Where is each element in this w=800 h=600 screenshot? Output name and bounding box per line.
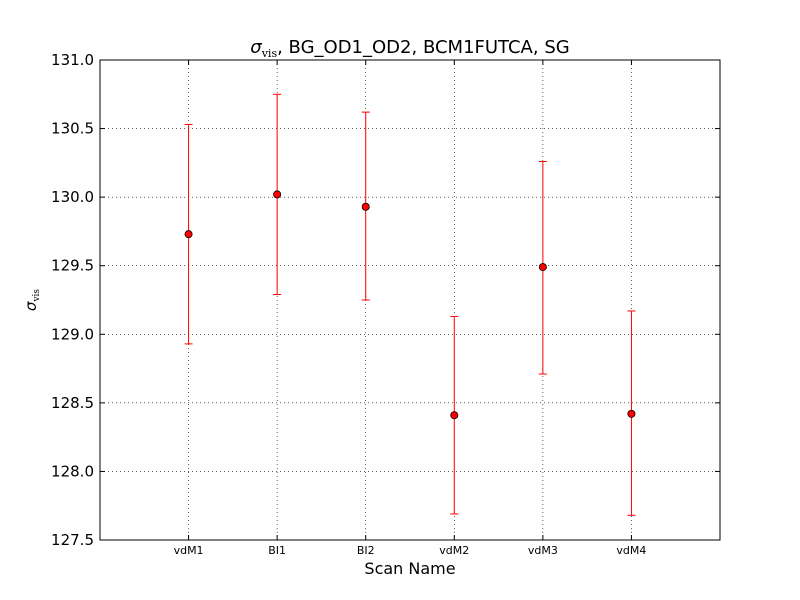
data-point xyxy=(627,409,636,418)
title-symbol: σ xyxy=(250,37,262,58)
y-tick-label: 129.5 xyxy=(51,257,94,275)
y-tick-label: 130.5 xyxy=(51,120,94,138)
grid-lines xyxy=(100,60,720,540)
title-subscript: vis xyxy=(261,47,278,60)
x-tick-label: BI1 xyxy=(268,544,286,557)
y-tick-label: 128.0 xyxy=(51,462,94,480)
y-tick-label: 131.0 xyxy=(51,51,94,69)
y-tick-label: 127.5 xyxy=(51,531,94,549)
x-tick-label: vdM1 xyxy=(174,544,204,557)
x-axis: vdM1 BI1 BI2 vdM2 vdM3 vdM4 xyxy=(174,60,646,557)
x-tick-label: vdM3 xyxy=(528,544,558,557)
y-tick-label: 129.0 xyxy=(51,325,94,343)
data-point xyxy=(184,230,193,239)
x-tick-label: BI2 xyxy=(357,544,375,557)
plot-area xyxy=(99,59,721,541)
data-point xyxy=(450,411,459,420)
x-tick-label: vdM2 xyxy=(439,544,469,557)
x-axis-label: Scan Name xyxy=(364,559,455,578)
x-tick-label: vdM4 xyxy=(616,544,646,557)
y-axis: 127.5 128.0 128.5 129.0 129.5 130.0 130.5 131.0 xyxy=(51,51,720,549)
y-axis-label: σvis xyxy=(22,289,42,311)
y-tick-label: 128.5 xyxy=(51,394,94,412)
ylabel-symbol: σ xyxy=(22,301,40,311)
data-point xyxy=(361,202,370,211)
data-point xyxy=(538,263,547,272)
data-point xyxy=(273,190,282,199)
chart-title: σvis, BG_OD1_OD2, BCM1FUTCA, SG xyxy=(250,37,569,60)
title-rest: , BG_OD1_OD2, BCM1FUTCA, SG xyxy=(277,37,570,58)
series xyxy=(184,93,636,516)
y-tick-label: 130.0 xyxy=(51,188,94,206)
ylabel-subscript: vis xyxy=(32,289,42,303)
